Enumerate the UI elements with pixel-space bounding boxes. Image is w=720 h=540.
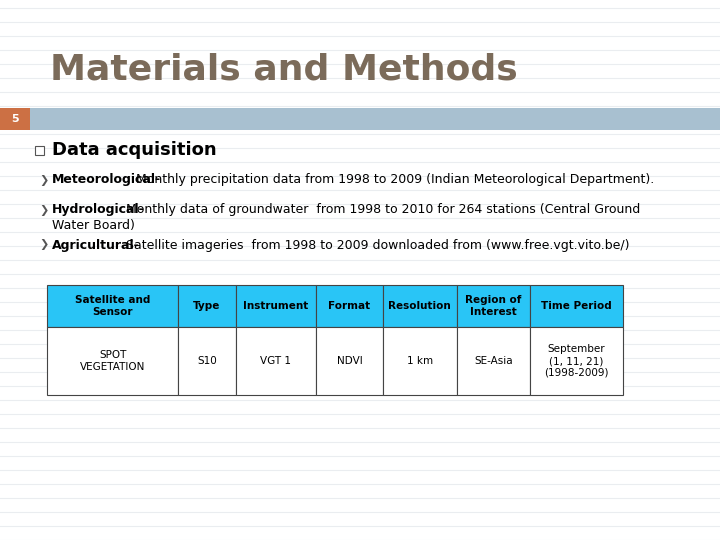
Text: S10: S10 [197, 356, 217, 366]
Text: Satellite imageries  from 1998 to 2009 downloaded from (www.free.vgt.vito.be/): Satellite imageries from 1998 to 2009 do… [122, 239, 629, 252]
Text: Resolution: Resolution [388, 301, 451, 311]
Bar [47, 285, 179, 327]
Text: Instrument: Instrument [243, 301, 308, 311]
Bar [179, 285, 236, 327]
Text: Monthly data of groundwater  from 1998 to 2010 for 264 stations (Central Ground: Monthly data of groundwater from 1998 to… [122, 204, 640, 217]
Bar [236, 285, 316, 327]
Text: SE-Asia: SE-Asia [474, 356, 513, 366]
Text: Monthly precipitation data from 1998 to 2009 (Indian Meteorological Department).: Monthly precipitation data from 1998 to … [132, 173, 654, 186]
Bar [456, 285, 530, 327]
Text: 1 km: 1 km [407, 356, 433, 366]
Bar [35, 145, 44, 154]
Text: Meteorological-: Meteorological- [52, 173, 161, 186]
Text: Data acquisition: Data acquisition [52, 141, 217, 159]
Bar [316, 327, 383, 395]
Text: SPOT
VEGETATION: SPOT VEGETATION [80, 350, 145, 372]
Text: Format: Format [328, 301, 371, 311]
Bar [316, 285, 383, 327]
Text: ❯: ❯ [40, 174, 49, 186]
Text: September
(1, 11, 21)
(1998-2009): September (1, 11, 21) (1998-2009) [544, 345, 609, 377]
Bar [47, 327, 179, 395]
Text: ❯: ❯ [40, 205, 49, 215]
Text: Hydrological-: Hydrological- [52, 204, 145, 217]
Bar [530, 327, 623, 395]
Text: Satellite and
Sensor: Satellite and Sensor [75, 295, 150, 317]
Bar [383, 285, 456, 327]
Text: Region of
Interest: Region of Interest [465, 295, 521, 317]
Text: Type: Type [193, 301, 221, 311]
Bar [530, 285, 623, 327]
Text: VGT 1: VGT 1 [261, 356, 292, 366]
Text: 5: 5 [12, 114, 19, 124]
Bar [383, 327, 456, 395]
Bar [179, 327, 236, 395]
Bar [456, 327, 530, 395]
Text: Water Board): Water Board) [52, 219, 135, 232]
Text: NDVI: NDVI [336, 356, 362, 366]
Bar [236, 327, 316, 395]
Text: Agricultural-: Agricultural- [52, 239, 140, 252]
Text: Materials and Methods: Materials and Methods [50, 53, 518, 87]
Text: ❯: ❯ [40, 240, 49, 251]
Bar [30, 108, 720, 130]
Bar [0, 108, 30, 130]
Text: Time Period: Time Period [541, 301, 612, 311]
